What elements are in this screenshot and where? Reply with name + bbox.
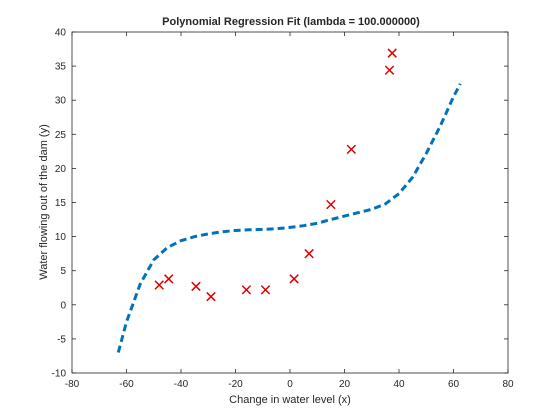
y-tick-label: 35 (55, 62, 67, 73)
x-tick-label: -40 (174, 379, 189, 390)
x-tick-label: 20 (339, 379, 351, 390)
data-point-marker (154, 280, 164, 290)
x-tick-label: 60 (448, 379, 460, 390)
y-tick-label: -10 (52, 369, 67, 380)
y-tick-label: 20 (55, 164, 67, 175)
data-point-marker (346, 144, 357, 155)
data-point-marker (326, 199, 336, 210)
y-tick-label: 25 (55, 130, 67, 141)
x-tick-label: -60 (119, 379, 134, 390)
data-point-marker (387, 48, 397, 58)
y-tick-label: 15 (55, 198, 67, 209)
x-tick-label: 40 (393, 379, 405, 390)
data-point-marker (289, 274, 299, 284)
data-point-marker (384, 65, 395, 75)
y-axis-label: Water flowing out of the dam (y) (38, 124, 50, 280)
y-tick-label: 40 (55, 28, 67, 39)
y-tick-label: 0 (60, 300, 66, 311)
chart-title: Polynomial Regression Fit (lambda = 100.… (162, 16, 420, 28)
x-tick-label: -80 (65, 379, 80, 390)
data-point-marker (191, 281, 201, 292)
data-point-marker (241, 285, 252, 295)
data-point-marker (304, 248, 314, 259)
y-tick-label: 5 (60, 266, 66, 277)
data-point-marker (164, 274, 174, 284)
x-tick-label: -20 (228, 379, 243, 390)
plot-area-box (71, 31, 509, 374)
y-tick-label: 10 (55, 232, 67, 243)
y-tick-label: 30 (55, 96, 67, 107)
data-point-marker (206, 291, 216, 302)
x-tick-label: 80 (502, 379, 514, 390)
x-axis-label: Change in water level (x) (229, 394, 351, 406)
fit-curve-layer (116, 83, 462, 353)
axis-ticks: -80 -60 -40 -20 0 20 40 60 80 -10 -5 0 5 10 15 20 25 30 35… (52, 28, 514, 391)
data-points-layer (154, 48, 397, 302)
data-point-marker (260, 285, 271, 295)
fit-curve (116, 83, 462, 353)
y-tick-label: -5 (57, 334, 66, 345)
x-tick-label: 0 (287, 379, 293, 390)
